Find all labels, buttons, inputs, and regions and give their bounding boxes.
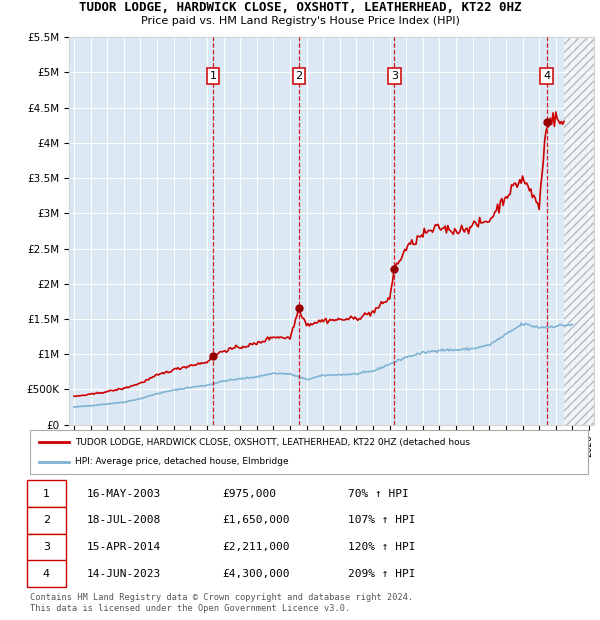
Text: TUDOR LODGE, HARDWICK CLOSE, OXSHOTT, LEATHERHEAD, KT22 0HZ (detached hous: TUDOR LODGE, HARDWICK CLOSE, OXSHOTT, LE… [75,438,470,446]
Text: TUDOR LODGE, HARDWICK CLOSE, OXSHOTT, LEATHERHEAD, KT22 0HZ: TUDOR LODGE, HARDWICK CLOSE, OXSHOTT, LE… [79,1,521,14]
Text: £2,211,000: £2,211,000 [222,542,290,552]
Text: 3: 3 [43,542,50,552]
Text: 18-JUL-2008: 18-JUL-2008 [87,515,161,526]
Text: 4: 4 [543,71,550,81]
Text: 209% ↑ HPI: 209% ↑ HPI [348,569,415,579]
Text: 14-JUN-2023: 14-JUN-2023 [87,569,161,579]
Text: 120% ↑ HPI: 120% ↑ HPI [348,542,415,552]
Text: 70% ↑ HPI: 70% ↑ HPI [348,489,409,499]
Text: £975,000: £975,000 [222,489,276,499]
Bar [564,37,594,425]
Text: 1: 1 [209,71,217,81]
Text: 1: 1 [43,489,50,499]
Text: 2: 2 [43,515,50,526]
Text: £1,650,000: £1,650,000 [222,515,290,526]
Text: 15-APR-2014: 15-APR-2014 [87,542,161,552]
Text: 4: 4 [43,569,50,579]
Text: Contains HM Land Registry data © Crown copyright and database right 2024.
This d: Contains HM Land Registry data © Crown c… [30,593,413,613]
Text: 107% ↑ HPI: 107% ↑ HPI [348,515,415,526]
Text: 3: 3 [391,71,398,81]
Text: 2: 2 [295,71,302,81]
Text: £4,300,000: £4,300,000 [222,569,290,579]
Text: 16-MAY-2003: 16-MAY-2003 [87,489,161,499]
Text: HPI: Average price, detached house, Elmbridge: HPI: Average price, detached house, Elmb… [75,458,289,466]
Text: Price paid vs. HM Land Registry's House Price Index (HPI): Price paid vs. HM Land Registry's House … [140,16,460,25]
